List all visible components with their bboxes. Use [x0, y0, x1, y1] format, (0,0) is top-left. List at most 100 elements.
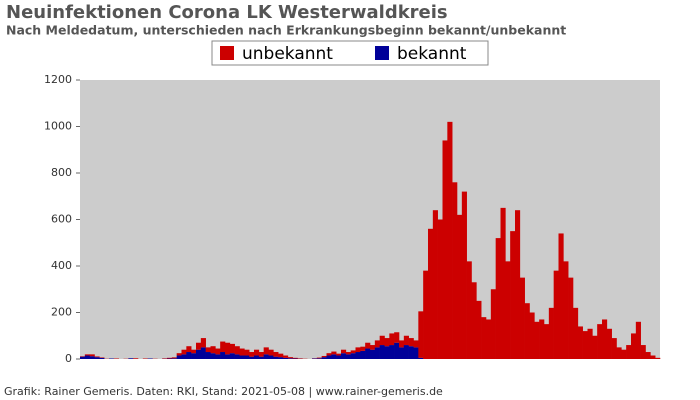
bar	[350, 353, 356, 359]
bar	[519, 277, 525, 359]
bar	[437, 219, 443, 359]
bar	[403, 345, 409, 359]
bar	[384, 338, 390, 347]
bar	[408, 346, 414, 359]
bar	[389, 345, 395, 359]
bar	[495, 238, 501, 359]
bar	[263, 354, 269, 359]
bar	[287, 358, 293, 359]
bar	[655, 357, 661, 359]
bar	[331, 351, 337, 355]
bar	[292, 357, 298, 359]
bar	[365, 342, 371, 349]
bar	[553, 270, 559, 359]
bar	[360, 346, 366, 351]
bar	[220, 341, 226, 353]
y-tick-label: 1000	[44, 120, 72, 133]
bar	[529, 312, 535, 359]
bar	[89, 356, 95, 359]
legend-label: bekannt	[397, 44, 467, 64]
bar	[254, 355, 260, 359]
bar	[326, 355, 332, 359]
bar	[418, 311, 424, 358]
bar	[278, 357, 284, 359]
bar	[191, 353, 197, 359]
bar	[336, 353, 342, 356]
bar	[597, 324, 603, 359]
bar	[360, 350, 366, 359]
bar	[196, 349, 202, 359]
y-tick-label: 1200	[44, 73, 72, 86]
bar	[239, 348, 245, 356]
legend-swatch	[375, 46, 389, 60]
bar	[539, 319, 545, 359]
bar	[215, 354, 221, 359]
bar	[635, 321, 641, 359]
bar	[283, 357, 289, 359]
legend-label: unbekannt	[242, 44, 333, 64]
bar	[374, 340, 380, 348]
bar	[258, 352, 264, 357]
bar	[471, 282, 477, 359]
bar	[181, 354, 187, 359]
bar	[548, 307, 554, 359]
legend	[211, 40, 489, 66]
bar	[341, 353, 347, 359]
bar	[573, 307, 579, 359]
bar	[466, 261, 472, 359]
bar	[577, 326, 583, 359]
bar	[428, 228, 434, 359]
bar	[432, 210, 438, 359]
bar	[370, 345, 376, 350]
bar	[234, 354, 240, 359]
bar	[631, 333, 637, 359]
bar	[602, 319, 608, 359]
y-tick-label: 800	[51, 166, 72, 179]
y-tick-label: 200	[51, 306, 72, 319]
bar	[273, 356, 279, 359]
bar	[210, 346, 216, 354]
chart-subtitle: Nach Meldedatum, unterschieden nach Erkr…	[6, 23, 566, 38]
bar	[181, 349, 187, 355]
bar	[128, 358, 134, 359]
bar	[592, 335, 598, 359]
bar	[370, 349, 376, 359]
bar	[244, 349, 250, 356]
bar	[196, 342, 202, 350]
bar	[582, 331, 588, 359]
bar	[399, 347, 405, 359]
bar	[191, 349, 197, 354]
bar	[341, 349, 347, 354]
bar	[249, 352, 255, 357]
bar	[524, 303, 530, 359]
bar	[278, 353, 284, 358]
bar	[606, 328, 612, 359]
bar	[394, 332, 400, 343]
bar	[94, 357, 100, 359]
bar	[621, 349, 627, 359]
bar	[215, 348, 221, 355]
bar	[442, 140, 448, 359]
bar	[461, 191, 467, 359]
bar	[534, 321, 540, 359]
bar	[210, 353, 216, 359]
bar	[355, 347, 361, 353]
bar	[645, 352, 651, 359]
bar	[225, 354, 231, 359]
bar	[263, 347, 269, 355]
bar	[176, 353, 182, 356]
bar	[505, 261, 511, 359]
bar	[611, 338, 617, 359]
bar	[355, 352, 361, 359]
bar	[268, 349, 274, 356]
chart-title: Neuinfektionen Corona LK Westerwaldkreis	[6, 2, 448, 23]
bar	[486, 319, 492, 359]
bar	[287, 357, 293, 359]
footer: Grafik: Rainer Gemeris. Daten: RKI, Stan…	[4, 385, 443, 398]
bar	[350, 350, 356, 354]
bar	[389, 333, 395, 346]
bar	[374, 347, 380, 359]
bar	[481, 317, 487, 359]
bar	[234, 346, 240, 355]
bar	[133, 358, 139, 359]
